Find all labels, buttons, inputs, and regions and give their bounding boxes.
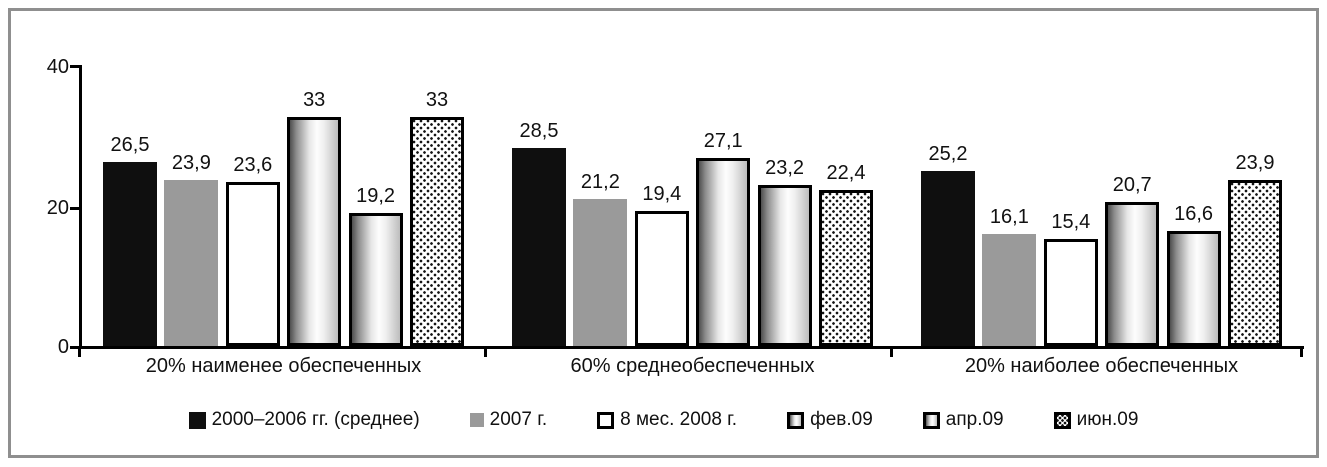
category-label: 60% среднеобеспеченных <box>570 355 815 377</box>
y-tick-20 <box>70 207 80 210</box>
bar <box>757 185 812 346</box>
bar <box>287 117 342 346</box>
bar-value-label: 23,6 <box>233 154 273 176</box>
legend-swatch-icon <box>597 411 615 429</box>
bar-value-label: 23,2 <box>765 157 805 179</box>
bar-value-label: 33 <box>303 89 326 111</box>
bar-value-label: 19,4 <box>642 183 682 205</box>
bar-value-label: 25,2 <box>928 143 968 165</box>
bar-value-label: 28,5 <box>519 120 559 142</box>
y-tick-0 <box>70 346 80 349</box>
bar-value-label: 19,2 <box>356 185 396 207</box>
bar <box>573 199 628 346</box>
plot-area: 40 20 0 26,5 28,5 25,2 23,9 21,2 16,1 23,6 19,4… <box>11 11 1316 455</box>
legend-label: июн.09 <box>1076 409 1139 430</box>
bar-value-label: 20,7 <box>1112 174 1152 196</box>
legend-item: 8 мес. 2008 г. <box>597 409 737 431</box>
legend-item: апр.09 <box>922 409 1004 431</box>
bar <box>921 171 975 346</box>
legend-item: июн.09 <box>1053 409 1139 431</box>
legend-label: 2007 г. <box>489 409 548 430</box>
x-axis-line <box>77 346 1304 349</box>
bar-value-label: 26,5 <box>110 134 150 156</box>
y-axis-line <box>79 65 82 349</box>
bar-value-label: 33 <box>425 89 449 111</box>
bar-value-label: 27,1 <box>703 130 743 152</box>
x-tick-right <box>1300 349 1303 357</box>
bar-value-label: 16,1 <box>989 206 1029 228</box>
x-tick-left <box>78 349 81 357</box>
bar <box>696 158 751 346</box>
category-label: 20% наименее обеспеченных <box>145 355 422 377</box>
bar-value-label: 15,4 <box>1051 211 1091 233</box>
chart-frame: 40 20 0 26,5 28,5 25,2 23,9 21,2 16,1 23,6 19,4… <box>8 8 1319 458</box>
bar <box>1105 202 1160 346</box>
legend-label: фев.09 <box>810 409 873 430</box>
legend-swatch-icon <box>787 411 805 429</box>
bar <box>1228 180 1282 346</box>
bar <box>634 211 689 346</box>
bar <box>512 148 566 346</box>
legend-item: 2007 г. <box>469 409 548 431</box>
bar <box>982 234 1037 346</box>
legend-label: 8 мес. 2008 г. <box>620 409 738 430</box>
y-axis-label-0: 0 <box>57 336 69 358</box>
legend-item: фев.09 <box>787 409 873 431</box>
legend-swatch-icon <box>469 413 484 427</box>
bar <box>348 213 403 346</box>
bar <box>164 180 219 346</box>
x-tick-divider-2 <box>890 349 893 357</box>
legend-item: 2000–2006 гг. (среднее) <box>188 409 420 431</box>
legend-swatch-icon <box>1053 411 1071 429</box>
legend-label: апр.09 <box>945 409 1004 430</box>
bar <box>1166 231 1221 346</box>
legend: 2000–2006 гг. (среднее) 2007 г. 8 мес. 200… <box>11 409 1316 431</box>
bar <box>410 117 464 346</box>
legend-swatch-icon <box>188 411 206 429</box>
bar-value-label: 23,9 <box>171 152 211 174</box>
bar <box>225 182 280 346</box>
legend-label: 2000–2006 гг. (среднее) <box>211 409 420 430</box>
y-axis-label-40: 40 <box>46 56 69 78</box>
category-label: 20% наиболее обеспеченных <box>964 355 1239 377</box>
bar <box>103 162 157 346</box>
bar-value-label: 22,4 <box>826 162 866 184</box>
bar <box>819 190 873 346</box>
y-tick-40 <box>70 65 80 68</box>
bar-value-label: 16,6 <box>1174 203 1214 225</box>
bar-value-label: 21,2 <box>580 171 620 193</box>
bar <box>1043 239 1098 346</box>
y-axis-label-20: 20 <box>46 197 69 219</box>
legend-swatch-icon <box>922 411 940 429</box>
bar-value-label: 23,9 <box>1235 152 1275 174</box>
x-tick-divider-1 <box>484 349 487 357</box>
